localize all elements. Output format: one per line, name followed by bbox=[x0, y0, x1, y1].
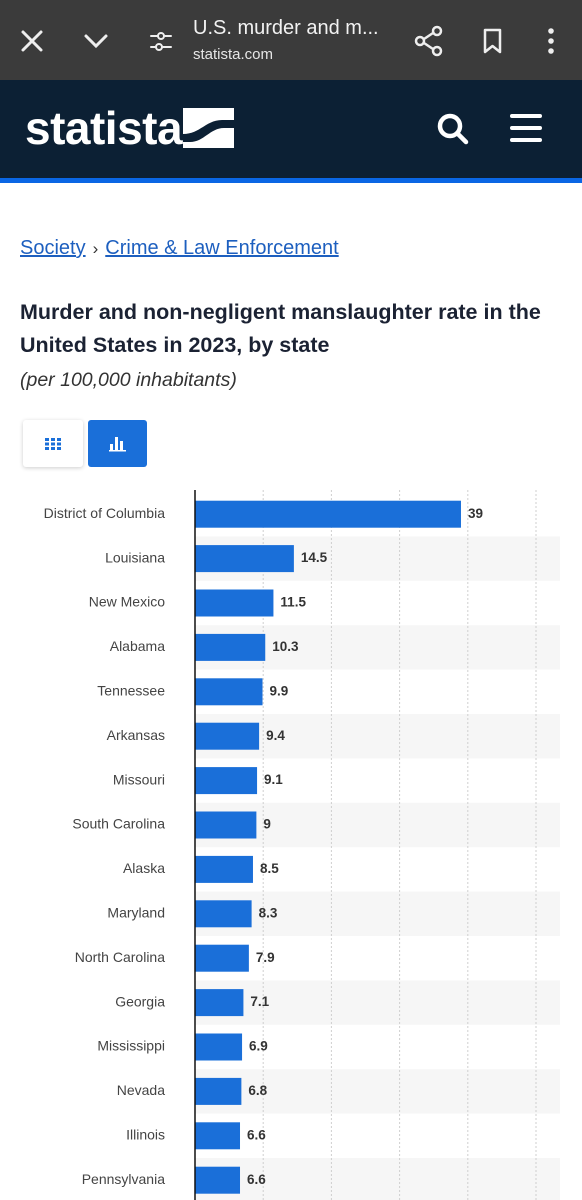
value-label: 8.5 bbox=[260, 861, 279, 876]
value-label: 8.3 bbox=[259, 905, 278, 920]
value-label: 39 bbox=[468, 506, 483, 521]
value-label: 9.1 bbox=[264, 772, 283, 787]
bookmark-icon[interactable] bbox=[483, 28, 502, 54]
close-icon[interactable] bbox=[21, 30, 43, 52]
chart: District of Columbia 39 Louisiana 14.5 New M… bbox=[44, 490, 560, 1200]
y-tick-label: South Carolina bbox=[72, 816, 165, 832]
bar bbox=[195, 500, 461, 528]
row-band bbox=[195, 1069, 560, 1114]
breadcrumb-link[interactable]: Crime & Law Enforcement bbox=[105, 237, 339, 259]
breadcrumb-link[interactable]: Society bbox=[20, 237, 86, 259]
bar bbox=[195, 1077, 242, 1105]
y-tick-label: Pennsylvania bbox=[82, 1171, 165, 1187]
header-icons bbox=[183, 108, 542, 148]
tab-url: statista.com bbox=[193, 46, 274, 63]
bar bbox=[195, 633, 266, 661]
grid-icon bbox=[45, 438, 61, 450]
bar-icon bbox=[109, 437, 126, 452]
value-label: 6.8 bbox=[248, 1083, 267, 1098]
y-tick-label: Arkansas bbox=[107, 727, 165, 743]
bar bbox=[195, 1122, 241, 1150]
bar bbox=[195, 1166, 241, 1194]
y-tick-label: New Mexico bbox=[89, 594, 165, 610]
bar bbox=[195, 678, 263, 706]
value-label: 6.6 bbox=[247, 1172, 266, 1187]
value-label: 14.5 bbox=[301, 550, 328, 565]
chart-view-button[interactable] bbox=[88, 420, 147, 467]
bar bbox=[195, 545, 294, 573]
bar bbox=[195, 989, 244, 1017]
table-view-button[interactable] bbox=[23, 420, 83, 467]
bar bbox=[195, 589, 274, 617]
logo-mark bbox=[183, 108, 234, 148]
value-label: 10.3 bbox=[272, 639, 299, 654]
browser-bar: U.S. murder and m... statista.com bbox=[0, 0, 582, 80]
y-tick-label: Tennessee bbox=[97, 683, 165, 699]
value-label: 6.9 bbox=[249, 1039, 268, 1054]
value-label: 7.9 bbox=[256, 950, 275, 965]
page-info-icon[interactable] bbox=[150, 32, 172, 51]
chart-subtitle: (per 100,000 inhabitants) bbox=[20, 369, 237, 391]
bar bbox=[195, 1033, 243, 1061]
bar bbox=[195, 900, 252, 928]
y-tick-label: North Carolina bbox=[75, 949, 165, 965]
y-tick-label: Alaska bbox=[123, 860, 165, 876]
logo[interactable]: statista bbox=[25, 102, 183, 154]
value-label: 9 bbox=[263, 817, 271, 832]
more-icon[interactable] bbox=[548, 28, 554, 54]
y-tick-label: Illinois bbox=[126, 1127, 165, 1143]
browser-icons bbox=[21, 25, 554, 57]
share-icon[interactable] bbox=[414, 25, 443, 57]
y-tick-label: District of Columbia bbox=[44, 505, 166, 521]
value-label: 6.6 bbox=[247, 1127, 266, 1142]
y-tick-label: Georgia bbox=[115, 993, 165, 1009]
breadcrumb: Society › Crime & Law Enforcement bbox=[20, 237, 339, 260]
menu-icon[interactable] bbox=[510, 114, 542, 142]
header-stripe bbox=[0, 178, 582, 183]
value-label: 11.5 bbox=[280, 595, 306, 610]
row-band bbox=[195, 891, 560, 936]
y-tick-label: Louisiana bbox=[105, 549, 165, 565]
value-label: 9.4 bbox=[266, 728, 285, 743]
y-tick-label: Maryland bbox=[107, 905, 165, 921]
row-band bbox=[195, 980, 560, 1025]
breadcrumb-separator: › bbox=[92, 239, 99, 258]
collapse-icon[interactable] bbox=[84, 34, 108, 49]
y-tick-label: Nevada bbox=[117, 1082, 165, 1098]
site-header bbox=[0, 80, 582, 178]
value-label: 9.9 bbox=[270, 683, 289, 698]
bar bbox=[195, 722, 260, 750]
y-tick-label: Mississippi bbox=[97, 1038, 165, 1054]
bar bbox=[195, 855, 253, 883]
chart-title: Murder and non-negligent manslaughter ra… bbox=[20, 300, 541, 357]
bar bbox=[195, 811, 257, 839]
search-icon[interactable] bbox=[437, 113, 469, 145]
tab-title: U.S. murder and m... bbox=[193, 17, 379, 39]
y-tick-label: Missouri bbox=[113, 771, 165, 787]
y-tick-label: Alabama bbox=[110, 638, 165, 654]
bar bbox=[195, 767, 258, 795]
bar bbox=[195, 944, 249, 972]
row-band bbox=[195, 1158, 560, 1200]
value-label: 7.1 bbox=[250, 994, 269, 1009]
